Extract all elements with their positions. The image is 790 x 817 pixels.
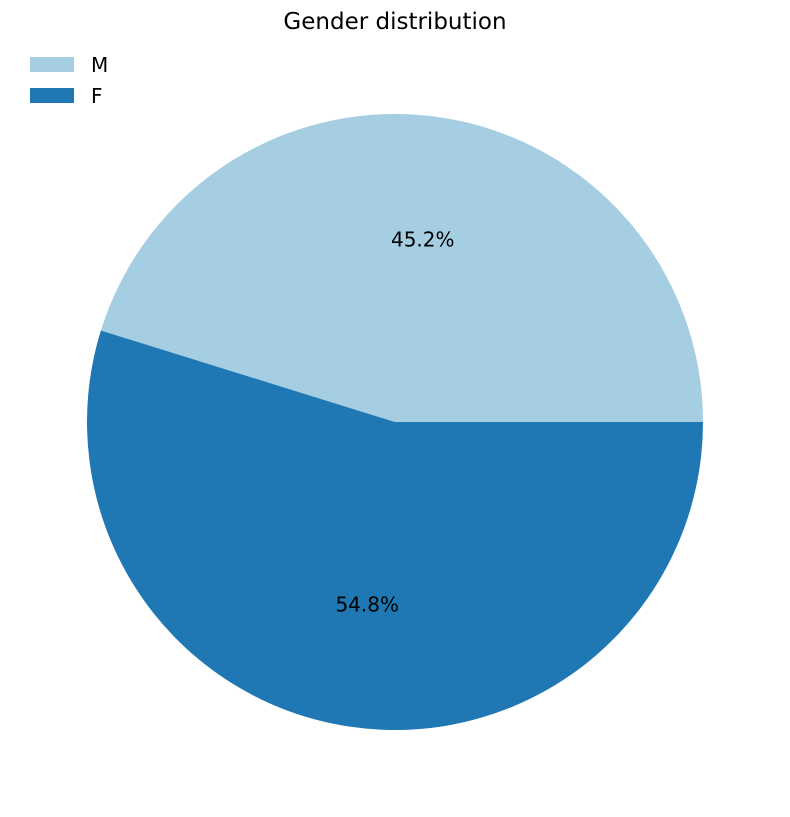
legend-entry-m: M	[30, 53, 108, 77]
chart-title: Gender distribution	[283, 9, 506, 35]
legend-label-f: F	[91, 84, 103, 108]
legend-swatch-m	[30, 57, 74, 72]
pie-slices	[87, 113, 703, 730]
pie-label-m: 45.2%	[391, 227, 455, 251]
pie-slice-m	[100, 113, 703, 422]
pie-slice-f	[87, 330, 703, 730]
pie-label-f: 54.8%	[335, 593, 399, 617]
legend-label-m: M	[91, 53, 108, 77]
pie-labels: 45.2% 54.8%	[335, 227, 454, 616]
legend-entry-f: F	[30, 84, 103, 108]
legend-swatch-f	[30, 88, 74, 103]
legend: MF	[30, 53, 108, 108]
